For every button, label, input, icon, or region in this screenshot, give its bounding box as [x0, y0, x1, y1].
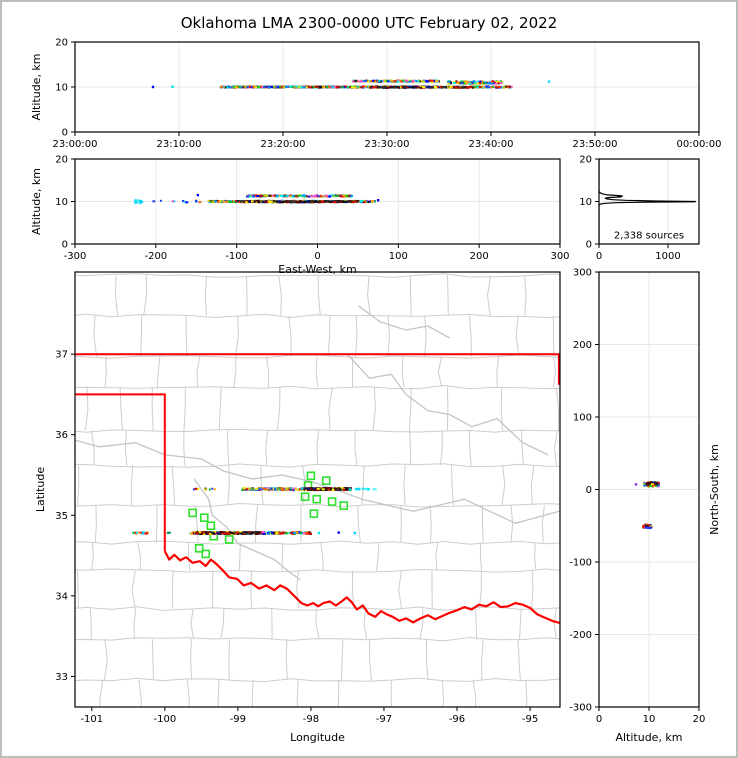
svg-text:23:40:00: 23:40:00 [469, 139, 514, 150]
panel-map: -101 -100 -99 -98 -97 -96 -95 33 34 35 36 37 Latitud… [34, 271, 561, 744]
lightning-sources [132, 487, 377, 535]
svg-text:23:30:00: 23:30:00 [365, 139, 410, 150]
svg-text:00:00:00: 00:00:00 [677, 139, 722, 150]
svg-text:0: 0 [62, 128, 68, 139]
panel-ew-height: -300 -200 -100 0 100 200 300 0 10 20 Altitude, km E… [30, 155, 570, 277]
svg-text:100: 100 [389, 251, 408, 262]
svg-text:200: 200 [573, 340, 592, 351]
svg-text:-100: -100 [225, 251, 248, 262]
svg-text:1000: 1000 [655, 251, 680, 262]
svg-text:37: 37 [55, 350, 68, 361]
svg-text:Altitude, km: Altitude, km [30, 168, 43, 235]
svg-text:100: 100 [573, 413, 592, 424]
lma-stations [188, 471, 349, 559]
svg-text:North-South, km: North-South, km [708, 444, 721, 535]
panel-ns-height: 0 10 20 -300 -200 -100 0 100 200 300 North-South, … [569, 268, 721, 745]
svg-text:23:20:00: 23:20:00 [261, 139, 306, 150]
svg-text:23:50:00: 23:50:00 [573, 139, 618, 150]
svg-text:300: 300 [550, 251, 569, 262]
svg-text:-98: -98 [303, 714, 319, 725]
svg-text:0: 0 [62, 240, 68, 251]
svg-text:-99: -99 [230, 714, 246, 725]
svg-text:200: 200 [470, 251, 489, 262]
panel-altitude-histogram: 0 1000 0 10 20 2,338 sources [579, 155, 700, 262]
svg-text:Longitude: Longitude [290, 731, 345, 744]
panel-time-height: 23:00:00 23:10:00 23:20:00 23:30:00 23:40:00… [30, 38, 721, 151]
svg-text:0: 0 [596, 714, 602, 725]
svg-text:-300: -300 [64, 251, 87, 262]
svg-text:300: 300 [573, 268, 592, 279]
svg-text:35: 35 [55, 511, 68, 522]
svg-text:-100: -100 [153, 714, 176, 725]
plot-title: Oklahoma LMA 2300-0000 UTC February 02, … [180, 14, 558, 32]
svg-text:20: 20 [693, 714, 706, 725]
svg-text:33: 33 [55, 672, 68, 683]
svg-text:-97: -97 [376, 714, 392, 725]
county-boundaries [75, 273, 560, 707]
svg-text:East-West, km: East-West, km [278, 263, 356, 276]
svg-text:23:10:00: 23:10:00 [157, 139, 202, 150]
svg-text:0: 0 [314, 251, 320, 262]
rivers [75, 305, 560, 581]
svg-text:-96: -96 [449, 714, 465, 725]
svg-text:Latitude: Latitude [34, 467, 47, 513]
svg-text:0: 0 [596, 251, 602, 262]
svg-text:36: 36 [55, 430, 68, 441]
svg-text:-200: -200 [144, 251, 167, 262]
svg-text:10: 10 [643, 714, 656, 725]
svg-text:23:00:00: 23:00:00 [53, 139, 98, 150]
svg-text:0: 0 [586, 240, 592, 251]
svg-text:10: 10 [55, 83, 68, 94]
svg-text:20: 20 [55, 38, 68, 49]
svg-text:Altitude, km: Altitude, km [615, 731, 682, 744]
svg-text:-100: -100 [569, 558, 592, 569]
svg-text:20: 20 [55, 155, 68, 166]
svg-text:10: 10 [55, 197, 68, 208]
svg-text:34: 34 [55, 591, 68, 602]
svg-text:-101: -101 [80, 714, 103, 725]
state-borders [75, 353, 560, 625]
svg-text:-95: -95 [522, 714, 538, 725]
svg-text:-200: -200 [569, 630, 592, 641]
svg-text:-300: -300 [569, 703, 592, 714]
source-count-label: 2,338 sources [614, 231, 684, 242]
svg-text:10: 10 [579, 197, 592, 208]
svg-text:0: 0 [586, 485, 592, 496]
svg-text:20: 20 [579, 155, 592, 166]
svg-text:Altitude, km: Altitude, km [30, 53, 43, 120]
